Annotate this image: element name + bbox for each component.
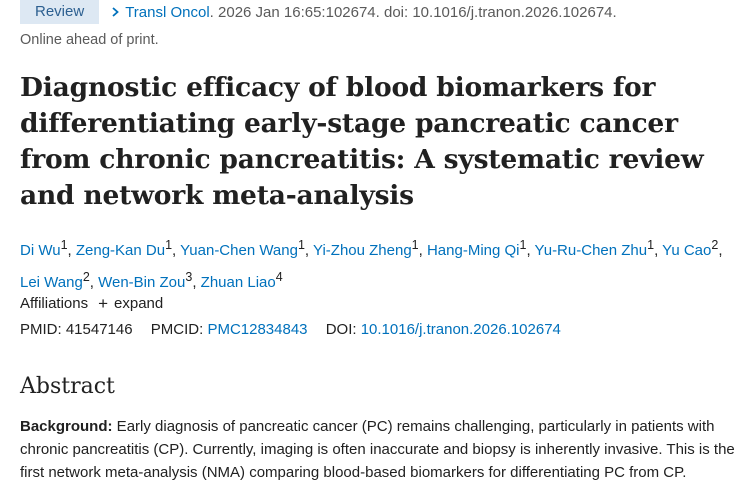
author-list: Di Wu1, Zeng-Kan Du1, Yuan-Chen Wang1, Y… xyxy=(20,232,740,296)
affiliation-number[interactable]: 2 xyxy=(82,270,90,284)
affiliation-number[interactable]: 1 xyxy=(411,238,419,252)
article-title: Diagnostic efficacy of blood biomarkers … xyxy=(20,72,704,211)
author-separator: , xyxy=(526,242,535,259)
author-link[interactable]: Yu Cao xyxy=(662,242,712,259)
author-separator: , xyxy=(718,242,723,259)
abstract-heading: Abstract xyxy=(20,374,115,399)
author-link[interactable]: Zhuan Liao xyxy=(200,274,276,291)
affiliation-number[interactable]: 1 xyxy=(60,238,68,252)
pmid-label: PMID: xyxy=(20,321,62,338)
author-link[interactable]: Hang-Ming Qi xyxy=(426,242,520,259)
publication-status: Online ahead of print. xyxy=(20,32,159,48)
pmcid-link[interactable]: PMC12834843 xyxy=(207,321,308,338)
affiliations-label: Affiliations xyxy=(20,295,89,312)
author-link[interactable]: Zeng-Kan Du xyxy=(75,242,166,259)
journal-link[interactable]: Transl Oncol xyxy=(125,3,210,21)
background-text: Early diagnosis of pancreatic cancer (PC… xyxy=(20,418,735,481)
abstract-background: Background: Early diagnosis of pancreati… xyxy=(20,415,735,484)
citation-details: . 2026 Jan 16:65:102674. doi: 10.1016/j.… xyxy=(209,3,617,21)
citation-row: Review Transl Oncol . 2026 Jan 16:65:102… xyxy=(20,0,617,24)
affiliation-number[interactable]: 1 xyxy=(647,238,655,252)
identifier-row: PMID: 41547146 PMCID: PMC12834843 DOI: 1… xyxy=(20,321,561,338)
pmcid-label: PMCID: xyxy=(150,321,204,338)
affiliation-number[interactable]: 4 xyxy=(275,270,283,284)
author-separator: , xyxy=(654,242,663,259)
author-link[interactable]: Lei Wang xyxy=(20,274,83,291)
chevron-right-icon[interactable] xyxy=(109,6,121,18)
affiliation-number[interactable]: 1 xyxy=(165,238,173,252)
expand-label: expand xyxy=(114,295,164,312)
affiliation-number[interactable]: 1 xyxy=(519,238,527,252)
author-link[interactable]: Di Wu xyxy=(20,242,61,259)
doi-link[interactable]: 10.1016/j.tranon.2026.102674 xyxy=(360,321,561,338)
pmid-value: 41547146 xyxy=(65,321,133,338)
author-separator: , xyxy=(172,242,181,259)
author-link[interactable]: Yuan-Chen Wang xyxy=(180,242,298,259)
author-link[interactable]: Wen-Bin Zou xyxy=(98,274,186,291)
author-separator: , xyxy=(304,242,313,259)
affiliation-number[interactable]: 2 xyxy=(711,238,719,252)
author-separator: , xyxy=(418,242,427,259)
affiliations-toggle[interactable]: Affiliations + expand xyxy=(20,295,163,312)
author-link[interactable]: Yi-Zhou Zheng xyxy=(313,242,412,259)
author-separator: , xyxy=(89,274,99,291)
author-link[interactable]: Yu-Ru-Chen Zhu xyxy=(534,242,648,259)
publication-type-badge: Review xyxy=(20,0,100,24)
background-label: Background: xyxy=(20,418,113,435)
author-separator: , xyxy=(67,242,76,259)
affiliation-number[interactable]: 1 xyxy=(297,238,305,252)
affiliation-number[interactable]: 3 xyxy=(185,270,193,284)
doi-label: DOI: xyxy=(325,321,357,338)
plus-icon: + xyxy=(98,294,109,313)
author-separator: , xyxy=(192,274,201,291)
